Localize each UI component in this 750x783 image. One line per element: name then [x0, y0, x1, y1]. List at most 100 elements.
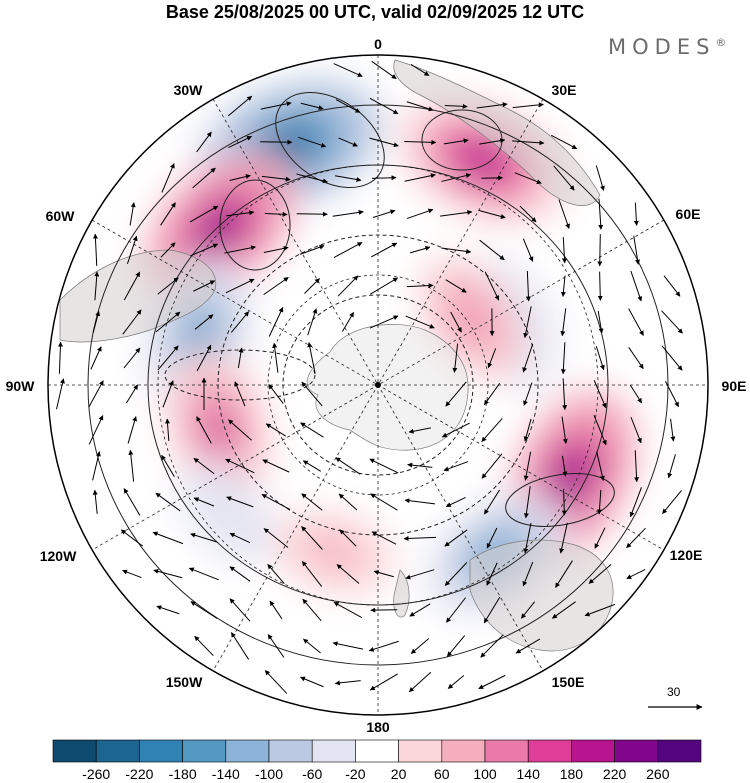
wind-vector-157	[481, 453, 503, 479]
anomaly-5-level-3	[559, 458, 586, 493]
wind-vector-137	[300, 422, 324, 438]
lon-label-30w: 30W	[173, 82, 203, 98]
wind-vector-94	[450, 311, 462, 333]
wind-vector-67	[94, 271, 100, 301]
wind-vector-218	[446, 597, 466, 623]
wind-vector-217	[409, 603, 431, 617]
wind-vector-171	[370, 493, 398, 511]
lon-label-90w: 90W	[5, 378, 35, 394]
wind-vector-116	[56, 378, 65, 410]
wind-vector-101	[57, 341, 63, 374]
lon-label-60e: 60E	[675, 206, 701, 222]
wind-vector-31	[441, 173, 472, 182]
colorbar-tick-label: -180	[168, 766, 197, 782]
wind-vector-83	[663, 275, 681, 297]
wind-vector-114	[628, 347, 644, 370]
wind-vector-100	[661, 310, 683, 334]
wind-vector-75	[370, 277, 399, 295]
wind-vector-78	[484, 271, 500, 301]
wind-vector-132	[127, 416, 138, 444]
colorbar-swatch-3	[182, 739, 227, 763]
wind-vector-126	[523, 382, 533, 406]
wind-vector-71	[225, 278, 255, 294]
wind-vector-52	[126, 235, 138, 264]
wind-vector-19	[443, 138, 469, 145]
wind-vector-213	[269, 600, 283, 620]
anomaly-7-level-3	[320, 544, 346, 561]
wind-vector-115	[661, 345, 683, 371]
wind-vector-174	[483, 489, 501, 515]
wind-vector-117	[88, 380, 104, 408]
colorbar-swatch-1	[95, 739, 140, 763]
wind-vector-97	[560, 308, 567, 337]
lon-label-0: 0	[374, 36, 382, 52]
wind-vector-165	[155, 492, 181, 512]
wind-vector-62	[479, 239, 505, 261]
wind-vector-159	[561, 455, 568, 477]
wind-vector-57	[299, 244, 325, 255]
wind-vector-130	[664, 381, 680, 408]
lon-label-120w: 120W	[39, 548, 77, 564]
wind-vector-158	[523, 451, 532, 481]
lon-label-90e: 90E	[721, 378, 747, 394]
wind-vector-176	[561, 488, 567, 516]
wind-vector-82	[630, 270, 643, 302]
wind-vector-63	[522, 238, 534, 262]
lon-label-30e: 30E	[551, 82, 577, 98]
wind-vector-50	[633, 202, 639, 226]
wind-vector-180	[120, 529, 144, 547]
wind-vector-108	[307, 342, 316, 374]
wind-vector-93	[405, 315, 435, 329]
wind-vector-45	[440, 209, 473, 217]
wind-vector-18	[404, 139, 437, 145]
wind-vector-140	[481, 418, 503, 442]
colorbar-swatch-5	[268, 739, 313, 763]
wind-vector-30	[404, 173, 436, 182]
colorbar-swatch-9	[441, 739, 486, 763]
wind-vector-39	[226, 210, 255, 217]
wind-vector-91	[341, 311, 355, 332]
wind-vector-112	[560, 342, 566, 375]
wind-vector-124	[445, 381, 467, 407]
wind-vector-56	[263, 245, 289, 253]
wind-vector-113	[595, 346, 605, 371]
wind-vector-210	[156, 605, 180, 615]
wind-vector-7	[369, 97, 399, 115]
wind-vector-225	[267, 634, 285, 658]
wind-vector-81	[597, 271, 603, 301]
wind-vector-232	[515, 638, 541, 654]
wind-vector-64	[561, 237, 567, 264]
wind-vector-74	[337, 275, 359, 297]
wind-vector-55	[224, 245, 256, 254]
wind-vector-131	[88, 415, 104, 445]
wind-vector-204	[444, 562, 468, 586]
lon-label-120e: 120E	[669, 547, 703, 563]
wind-vector-192	[559, 522, 568, 554]
colorbar-tick-label: 140	[516, 766, 540, 782]
wind-vector-175	[523, 486, 531, 519]
lon-label-150e: 150E	[551, 674, 585, 690]
wind-vector-54	[190, 243, 219, 257]
wind-vector-205	[486, 562, 498, 586]
wind-vector-203	[405, 569, 435, 580]
wind-vector-60	[409, 245, 431, 254]
wind-vector-43	[372, 209, 396, 218]
wind-vector-212	[229, 598, 251, 622]
wind-vector-44	[406, 208, 434, 219]
anomaly-9-level-3	[461, 306, 484, 332]
colorbar-swatch-8	[398, 739, 443, 763]
wind-vector-236	[369, 673, 398, 691]
anomaly-10-level-3	[216, 502, 236, 523]
wind-vector-163	[92, 489, 98, 514]
wind-vector-149	[193, 457, 215, 475]
wind-vector-15	[298, 136, 327, 148]
wind-vector-102	[90, 346, 102, 370]
colorbar-tick-label: 260	[646, 766, 670, 782]
wind-vector-172	[404, 498, 436, 505]
wind-vector-26	[261, 175, 291, 182]
wind-vector-185	[301, 526, 323, 550]
wind-vector-129	[629, 384, 643, 404]
wind-vector-4	[260, 101, 292, 110]
wind-vector-209	[626, 568, 646, 580]
wind-vector-198	[229, 566, 251, 582]
